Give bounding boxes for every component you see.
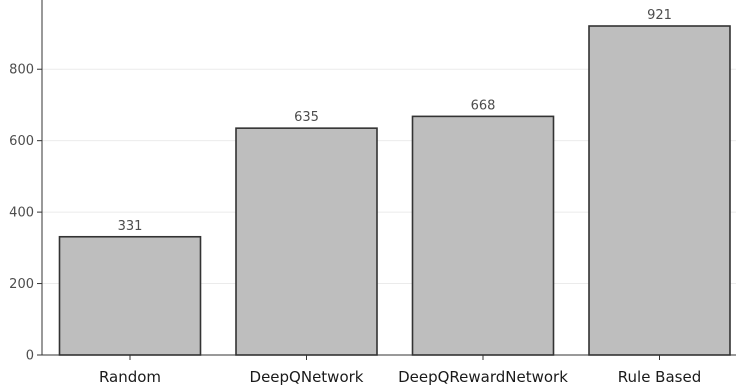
bars [58,25,731,356]
data-label: 921 [647,8,672,23]
y-tick-label: 400 [9,206,34,221]
data-label: 635 [294,110,319,125]
y-tick-label: 0 [26,349,34,364]
x-tick-label: DeepQNetwork [250,368,364,386]
bar-random [58,235,202,356]
x-tick-label: DeepQRewardNetwork [398,368,568,386]
bar-rule-based [588,25,731,356]
x-tick-label: Rule Based [618,368,701,386]
axes [37,0,736,360]
data-label: 668 [471,98,496,113]
y-tick-label: 600 [9,134,34,149]
y-tick-label: 200 [9,277,34,292]
data-label: 331 [118,219,143,234]
bar-deepqrewardnetwork [411,115,555,356]
x-tick-label: Random [99,368,161,386]
y-tick-label: 800 [9,63,34,78]
labels: 0 200 400 600 800 331 Random 635 DeepQNetwork 668… [9,8,701,386]
bar-deepqnetwork [235,127,378,356]
